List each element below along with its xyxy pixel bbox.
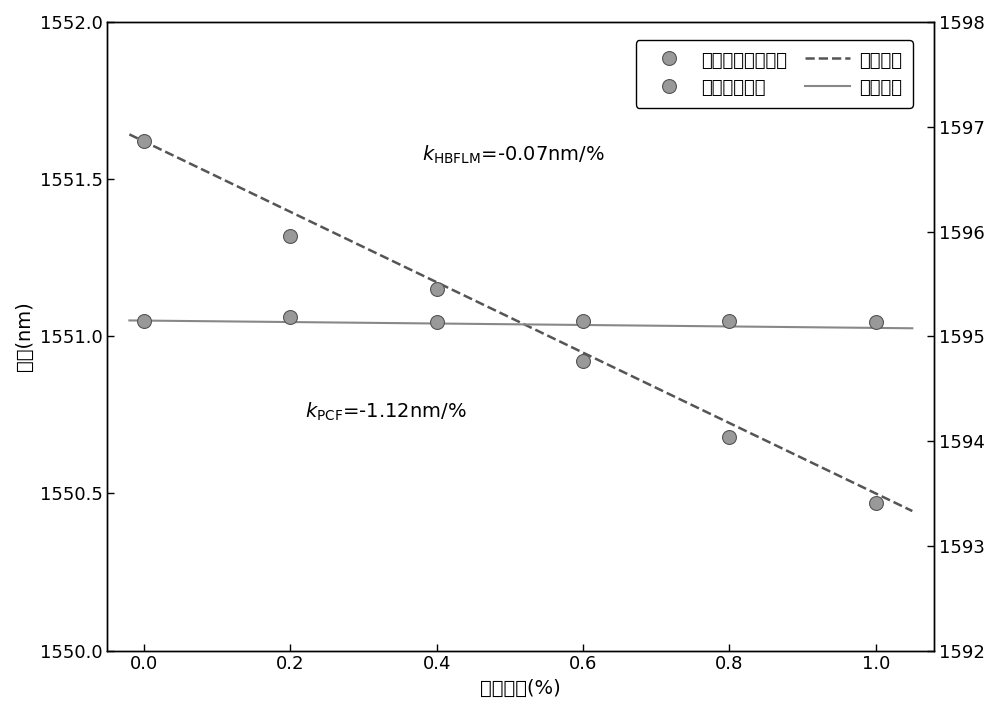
Text: $k_{\mathregular{PCF}}$=-1.12nm/%: $k_{\mathregular{PCF}}$=-1.12nm/% [305,401,467,424]
X-axis label: 氢气浓度(%): 氢气浓度(%) [480,679,561,698]
Text: $k_{\mathregular{HBFLM}}$=-0.07nm/%: $k_{\mathregular{HBFLM}}$=-0.07nm/% [422,143,605,165]
Legend: 光子晶体光纤波谷, 光纤环镇波谷, 拟合曲线, 拟合曲线: 光子晶体光纤波谷, 光纤环镇波谷, 拟合曲线, 拟合曲线 [636,41,913,108]
Y-axis label: 波长(nm): 波长(nm) [15,302,34,371]
